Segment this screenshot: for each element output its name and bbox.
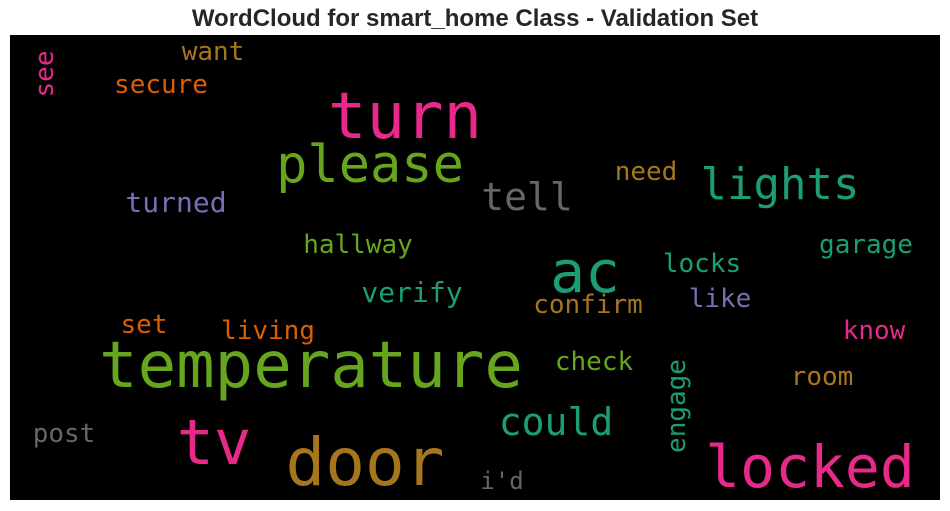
word-hallway: hallway	[303, 230, 413, 260]
word-locked: locked	[705, 433, 915, 500]
word-tell: tell	[481, 175, 573, 219]
word-temperature: temperature	[99, 329, 523, 403]
word-locks: locks	[662, 249, 742, 279]
word-set: set	[120, 310, 168, 340]
word-check: check	[554, 347, 634, 377]
word-like: like	[688, 284, 752, 314]
word-turned: turned	[125, 186, 227, 219]
word-please: please	[276, 135, 464, 195]
word-living: living	[221, 316, 315, 346]
wordcloud-canvas: temperature door turn locked tv ac please light…	[10, 35, 940, 500]
chart-title: WordCloud for smart_home Class - Validat…	[191, 5, 759, 32]
word-know: know	[842, 316, 906, 346]
word-post: post	[32, 419, 96, 449]
word-verify: verify	[361, 276, 463, 309]
word-want: want	[181, 37, 245, 67]
word-confirm: confirm	[533, 290, 643, 320]
word-garage: garage	[819, 230, 913, 260]
word-see: see	[30, 50, 60, 98]
word-ac: ac	[550, 238, 620, 306]
word-secure: secure	[114, 70, 208, 100]
word-could: could	[498, 400, 614, 444]
word-lights: lights	[700, 159, 860, 210]
word-turn: turn	[327, 80, 483, 154]
word-room: room	[790, 362, 854, 392]
word-id: i'd	[480, 467, 524, 495]
word-tv: tv	[176, 406, 252, 479]
word-need: need	[614, 157, 678, 187]
word-door: door	[285, 424, 445, 500]
word-engage: engage	[662, 359, 692, 453]
